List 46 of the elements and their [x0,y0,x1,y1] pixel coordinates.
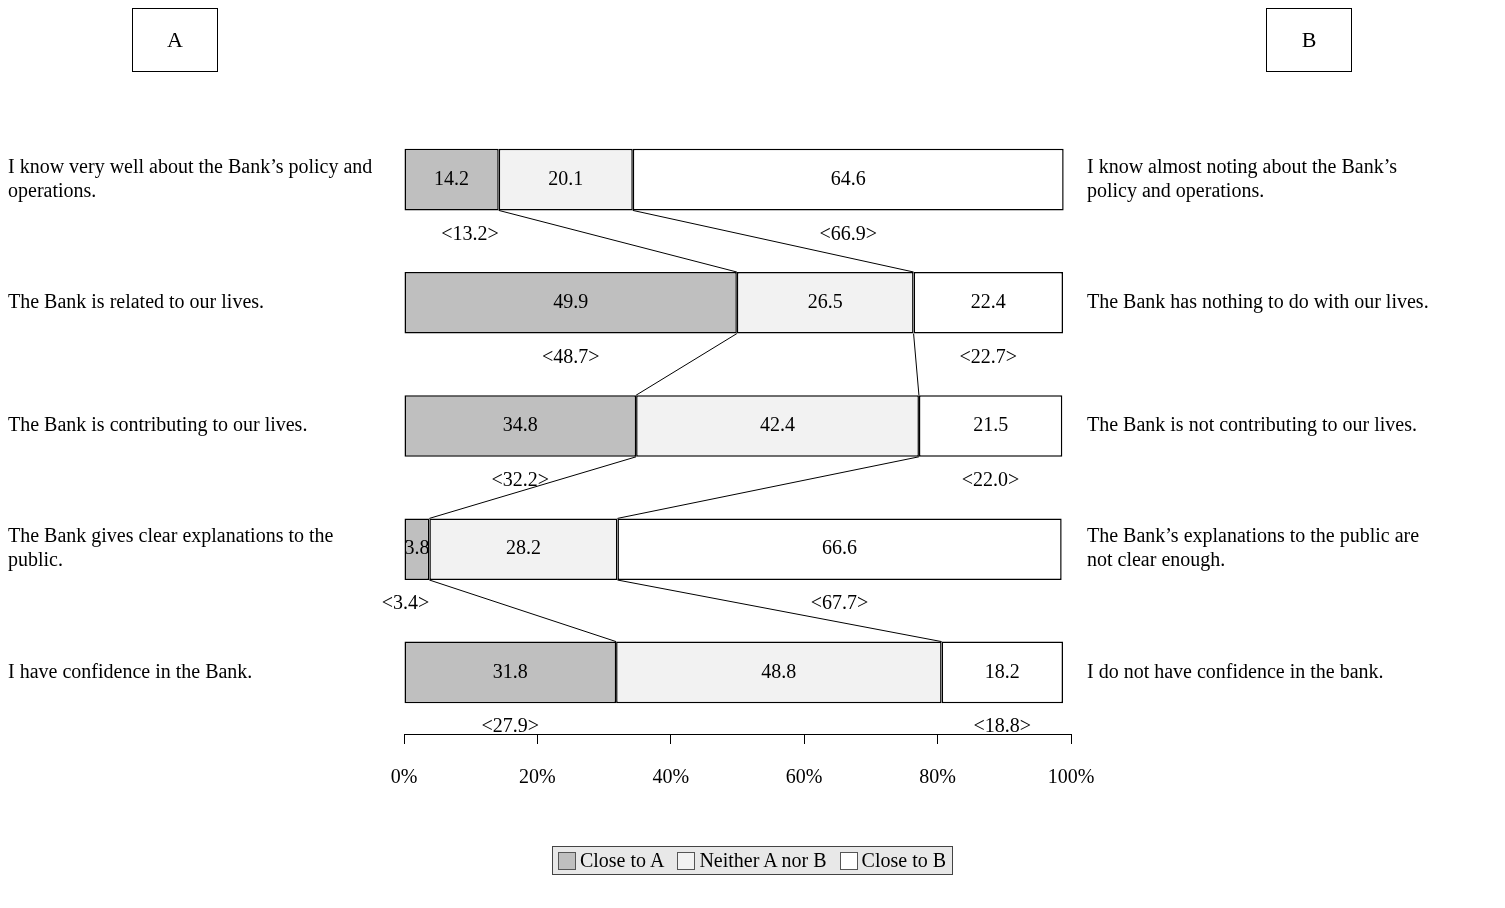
y-tick-label: The Bank is related to our lives. [8,290,265,313]
annotation: <3.4> [381,591,430,614]
legend-label: Close to A [579,849,665,872]
y-tick-label: The Bank gives clear explanations to the public. [8,524,334,572]
annotation: <13.2> [441,221,499,244]
annotation: <18.8> [973,714,1032,737]
y2-tick-label: I know almost noting about the Bank’s policy and operations. [1087,154,1398,202]
data-label: 28.2 [505,536,541,559]
data-label: 42.4 [760,413,796,436]
data-label: 64.6 [830,166,866,189]
y-tick-label: The Bank is contributing to our lives. [8,413,308,437]
annotation: <32.2> [491,468,550,491]
x-tick-label: 100% [1047,765,1095,788]
y2-tick-label: The Bank’s explanations to the public are not clear enough. [1087,524,1420,572]
y2-tick-label: The Bank has nothing to do with our lives. [1087,290,1429,314]
x-tick-label: 0% [390,765,418,788]
data-label: 14.2 [434,166,470,189]
data-label: 34.8 [502,413,538,436]
data-label: 26.5 [807,290,843,313]
y2-tick-label: I do not have confidence in the bank. [1087,659,1384,682]
legend-label: Close to B [861,849,947,872]
data-label: 21.5 [973,413,1009,436]
y-tick-label: I know very well about the Bank’s policy and operations. [8,154,373,202]
text: B [1266,8,1352,72]
legend-label: Neither A nor B [699,849,827,872]
data-label: 18.2 [984,659,1020,682]
x-tick-label: 80% [919,765,956,788]
annotation: <67.7> [810,591,869,614]
data-label: 48.8 [761,659,797,682]
annotation: <22.0> [961,468,1020,491]
data-label: 66.6 [822,536,858,559]
annotation: <27.9> [481,714,540,737]
annotation: <48.7> [541,344,600,367]
y2-tick-label: The Bank is not contributing to our lives. [1087,413,1417,437]
data-label: 49.9 [553,290,589,313]
text: A [132,8,218,72]
data-label: 31.8 [492,659,528,682]
x-tick-label: 40% [652,765,690,788]
data-label: 22.4 [970,290,1006,313]
x-tick-label: 60% [785,765,823,788]
data-label: 20.1 [548,166,584,189]
x-tick-label: 20% [519,765,556,788]
annotation: <66.9> [819,221,877,244]
y-tick-label: I have confidence in the Bank. [8,659,253,682]
annotation: <22.7> [959,344,1018,367]
data-label: 3.8 [404,536,430,559]
